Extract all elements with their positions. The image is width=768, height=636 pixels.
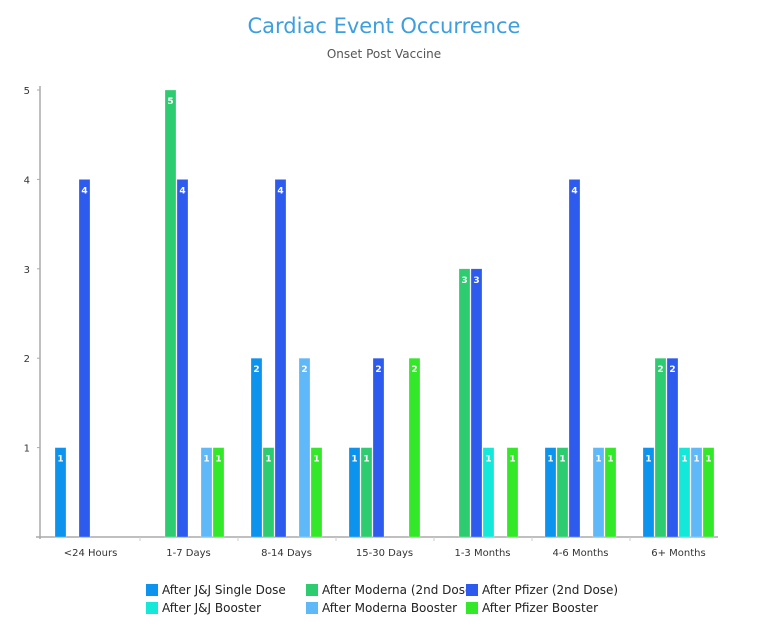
legend-swatch (306, 583, 318, 596)
legend-label: After J&J Single Dose (162, 582, 286, 597)
bar-value-label: 2 (669, 365, 675, 375)
bar-chart: 1 2 3 4 5 <24 Hours 1-7 Days 8-14 Days 15-30 Day… (24, 86, 718, 559)
legend-label: After Pfizer (2nd Dose) (482, 582, 619, 597)
bar-value-label: 2 (253, 365, 259, 375)
bar-value-label: 1 (693, 455, 699, 465)
legend-swatch (146, 601, 158, 614)
bar-value-label: 1 (363, 455, 369, 465)
legend-item[interactable]: After Moderna (2nd Dose) (306, 581, 477, 598)
bar (642, 447, 655, 538)
bar-value-label: 1 (607, 455, 613, 465)
legend-item[interactable]: After J&J Booster (146, 599, 306, 616)
bar (568, 179, 581, 538)
bar-value-label: 5 (167, 97, 173, 107)
bar-value-label: 1 (351, 455, 357, 465)
chart-legend: After J&J Single Dose After Moderna (2nd … (146, 581, 626, 616)
bar (666, 357, 679, 538)
chart-title: Cardiac Event Occurrence (247, 14, 521, 38)
bar (250, 357, 263, 538)
bar (544, 447, 557, 538)
x-tick-label: 6+ Months (651, 548, 705, 559)
x-tick-label: 8-14 Days (261, 548, 312, 559)
bar-value-label: 1 (595, 455, 601, 465)
bar (298, 357, 311, 538)
y-tick-label: 5 (24, 86, 30, 97)
bar (164, 89, 177, 538)
bar-value-label: 1 (681, 455, 687, 465)
y-tick-label: 3 (24, 265, 30, 276)
bar-value-label: 1 (705, 455, 711, 465)
bar-value-label: 3 (461, 276, 467, 286)
bar (200, 447, 213, 538)
bar-value-label: 1 (57, 455, 63, 465)
bar-value-label: 4 (571, 186, 577, 196)
legend-label: After J&J Booster (162, 600, 262, 615)
legend-swatch (146, 583, 158, 596)
bar-value-label: 3 (473, 276, 479, 286)
bar (690, 447, 703, 538)
y-tick-label: 4 (24, 175, 30, 186)
legend-item[interactable]: After Pfizer (2nd Dose) (466, 581, 626, 598)
bar (212, 447, 225, 538)
legend-swatch (306, 601, 318, 614)
bar-value-label: 1 (265, 455, 271, 465)
bar-value-label: 4 (179, 186, 185, 196)
x-tick-label: 1-3 Months (454, 548, 510, 559)
bar (262, 447, 275, 538)
bar (360, 447, 373, 538)
legend-item[interactable]: After J&J Single Dose (146, 581, 306, 598)
legend-item[interactable]: After Moderna Booster (306, 599, 466, 616)
y-tick-label: 1 (24, 444, 30, 455)
bar-value-label: 1 (313, 455, 319, 465)
legend-item[interactable]: After Pfizer Booster (466, 599, 626, 616)
x-tick-label: 15-30 Days (356, 548, 413, 559)
bar (458, 268, 471, 538)
bar-value-label: 1 (509, 455, 515, 465)
bar (274, 179, 287, 538)
bar (54, 447, 67, 538)
bar (556, 447, 569, 538)
bar (506, 447, 519, 538)
bar-value-label: 4 (81, 186, 87, 196)
bar (604, 447, 617, 538)
bar (78, 179, 91, 538)
legend-label: After Moderna Booster (322, 600, 458, 615)
x-tick-label: 1-7 Days (166, 548, 210, 559)
legend-swatch (466, 583, 478, 596)
bar (592, 447, 605, 538)
bar-value-label: 1 (485, 455, 491, 465)
bar (702, 447, 715, 538)
bar (408, 357, 421, 538)
bar-value-label: 1 (559, 455, 565, 465)
bar (470, 268, 483, 538)
y-tick-label: 2 (24, 354, 30, 365)
bar-value-label: 1 (203, 455, 209, 465)
legend-swatch (466, 601, 478, 614)
bar (372, 357, 385, 538)
bar (310, 447, 323, 538)
bar-value-label: 4 (277, 186, 283, 196)
bar-value-label: 2 (375, 365, 381, 375)
chart-subtitle: Onset Post Vaccine (326, 47, 442, 61)
bar-value-label: 2 (657, 365, 663, 375)
bar (654, 357, 667, 538)
bar-value-label: 1 (645, 455, 651, 465)
bar (678, 447, 691, 538)
bar-value-label: 2 (301, 365, 307, 375)
bar (482, 447, 495, 538)
bar-value-label: 1 (215, 455, 221, 465)
legend-label: After Moderna (2nd Dose) (322, 582, 478, 597)
x-tick-label: 4-6 Months (552, 548, 608, 559)
bar-value-label: 2 (411, 365, 417, 375)
x-tick-label: <24 Hours (64, 548, 118, 559)
bar (348, 447, 361, 538)
bar (176, 179, 189, 538)
legend-label: After Pfizer Booster (482, 600, 599, 615)
bar-value-label: 1 (547, 455, 553, 465)
